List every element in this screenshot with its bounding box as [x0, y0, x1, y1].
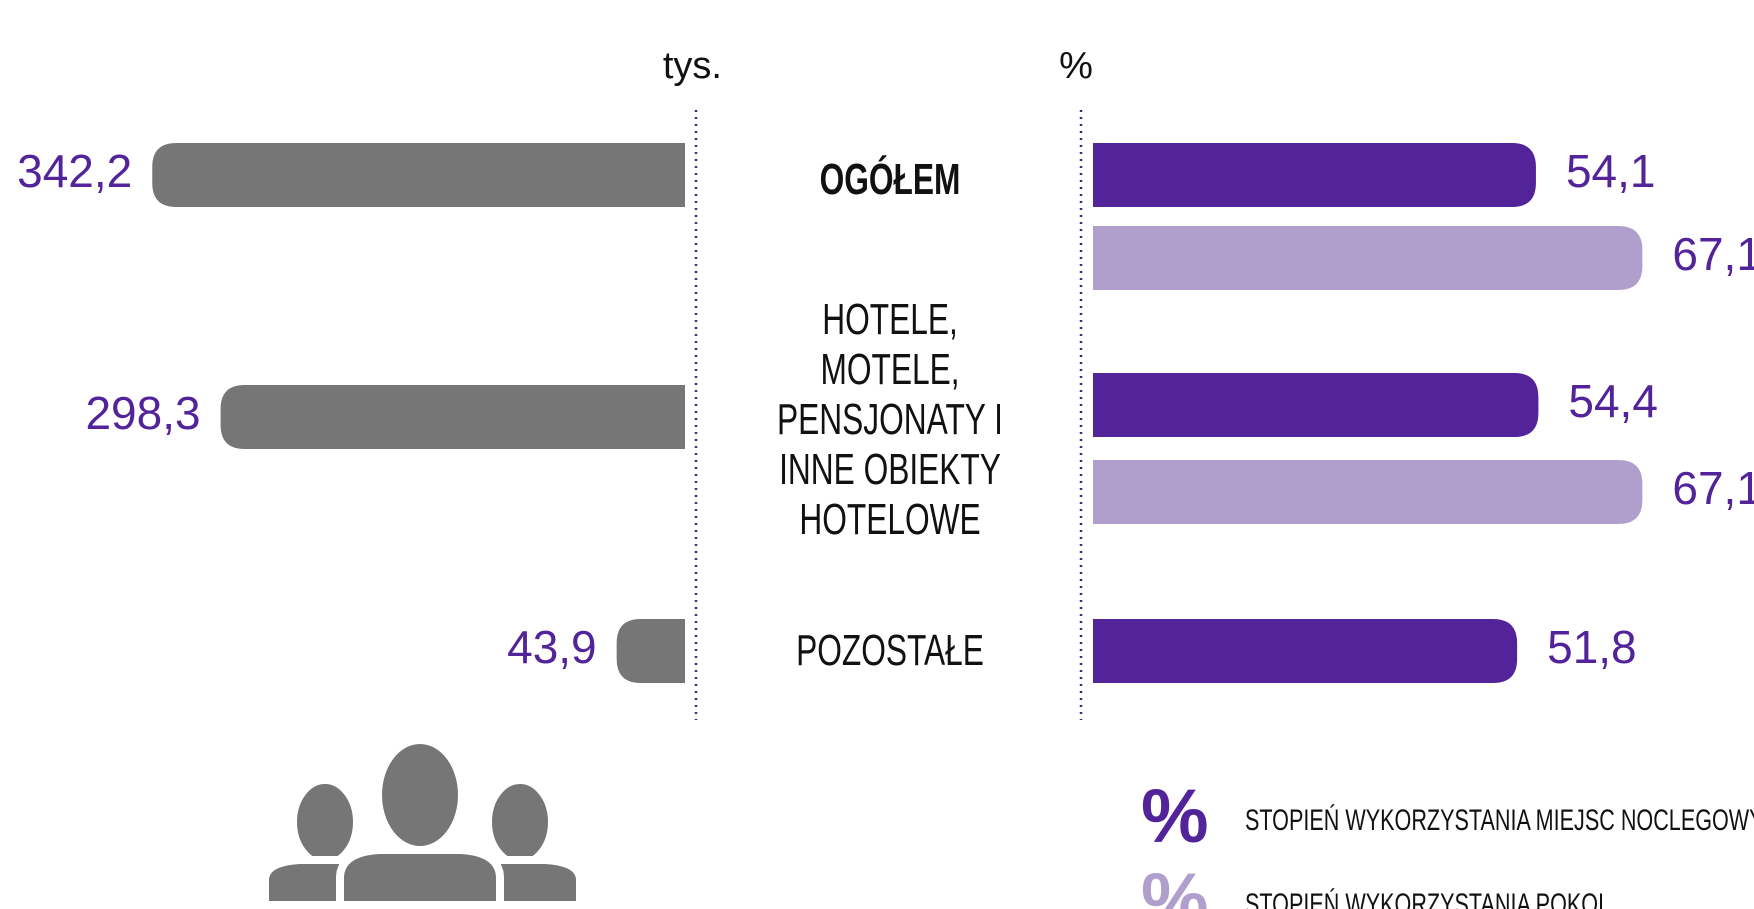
- value-label: 67,1: [1672, 462, 1754, 514]
- value-label: 67,1: [1672, 228, 1754, 280]
- bar: [1093, 619, 1518, 683]
- bar: [1093, 226, 1643, 290]
- legend-symbol: %: [1141, 774, 1209, 859]
- category-label: POZOSTAŁE: [796, 626, 984, 675]
- bar: [1093, 373, 1539, 437]
- value-label: 43,9: [507, 621, 597, 673]
- right-unit: %: [1059, 45, 1093, 87]
- bar: [1093, 143, 1536, 207]
- value-label: 298,3: [85, 387, 200, 439]
- value-label: 51,8: [1547, 621, 1637, 673]
- bar: [152, 143, 685, 207]
- value-label: 54,1: [1566, 145, 1656, 197]
- value-label: 342,2: [17, 145, 132, 197]
- value-label: 54,4: [1568, 375, 1658, 427]
- legend-label: STOPIEŃ WYKORZYSTANIA POKOI: [1245, 886, 1604, 909]
- category-label: OGÓŁEM: [819, 155, 961, 204]
- bar: [616, 619, 685, 683]
- left-unit: tys.: [663, 45, 722, 87]
- bar: [1093, 460, 1643, 524]
- bar: [220, 385, 685, 449]
- legend-label: STOPIEŃ WYKORZYSTANIA MIEJSC NOCLEGOWYCH: [1245, 802, 1754, 836]
- people-icon: [261, 736, 584, 909]
- category-label: HOTELE, MOTELE, PENSJONATY I INNE OBIEKT…: [777, 295, 1003, 544]
- legend-symbol: %: [1141, 858, 1209, 909]
